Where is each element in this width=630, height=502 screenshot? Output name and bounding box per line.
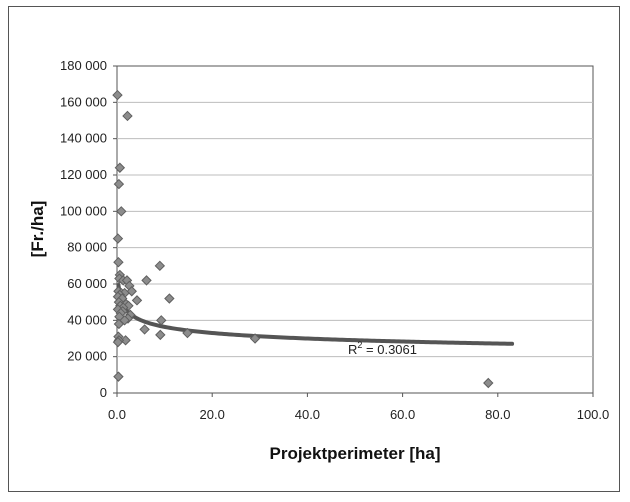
x-tick-label: 40.0: [295, 407, 320, 422]
y-tick-label: 20 000: [67, 349, 107, 364]
data-point: [112, 233, 124, 244]
scatter-chart: 0 20 000 40 000 60 000 80 000 100 000 120 000 1…: [28, 58, 609, 463]
data-point: [483, 377, 494, 389]
data-point: [182, 327, 193, 339]
data-point: [154, 260, 166, 272]
x-tick-label: 60.0: [390, 407, 415, 422]
gridlines: [117, 101, 593, 358]
data-point: [112, 89, 123, 101]
data-point: [114, 162, 126, 173]
x-tick-label: 100.0: [577, 407, 610, 422]
data-point: [164, 293, 175, 304]
data-point: [249, 333, 261, 344]
data-point: [139, 324, 150, 335]
y-tick-label: 140 000: [60, 131, 107, 146]
chart-frame: 0 20 000 40 000 60 000 80 000 100 000 120 000 1…: [8, 6, 620, 492]
y-tick-label: 40 000: [67, 312, 107, 327]
data-point: [155, 329, 166, 341]
x-tick-label: 0.0: [108, 407, 126, 422]
data-point: [113, 256, 124, 268]
r-squared-annotation: R2 = 0.3061: [348, 340, 417, 357]
y-tick-label: 180 000: [60, 58, 107, 73]
data-point: [122, 110, 133, 122]
y-tick-label: 0: [100, 385, 107, 400]
y-tick-label: 100 000: [60, 203, 107, 218]
r-squared-value: = 0.3061: [362, 342, 417, 357]
data-point: [116, 206, 127, 217]
y-tick-label: 120 000: [60, 167, 107, 182]
x-axis-title: Projektperimeter [ha]: [270, 444, 441, 463]
x-tick-label: 80.0: [485, 407, 510, 422]
data-point: [126, 286, 137, 297]
r-squared-superscript: 2: [357, 340, 362, 350]
y-tick-label: 60 000: [67, 276, 107, 291]
y-axis-title: [Fr./ha]: [28, 201, 47, 258]
x-axis-ticks: 0.0 20.0 40.0 60.0 80.0 100.0: [108, 393, 609, 422]
y-tick-label: 80 000: [67, 240, 107, 255]
data-point: [156, 315, 167, 326]
y-tick-label: 160 000: [60, 94, 107, 109]
x-tick-label: 20.0: [200, 407, 225, 422]
y-axis-ticks: 0 20 000 40 000 60 000 80 000 100 000 120 000 1…: [60, 58, 117, 400]
trendline: [116, 283, 515, 346]
data-point: [113, 318, 125, 330]
data-point: [112, 336, 124, 348]
data-point: [131, 295, 143, 306]
data-points: [112, 89, 494, 389]
data-point: [141, 275, 152, 286]
r-squared-base: R: [348, 342, 357, 357]
data-point: [113, 178, 125, 190]
data-point: [113, 371, 124, 382]
